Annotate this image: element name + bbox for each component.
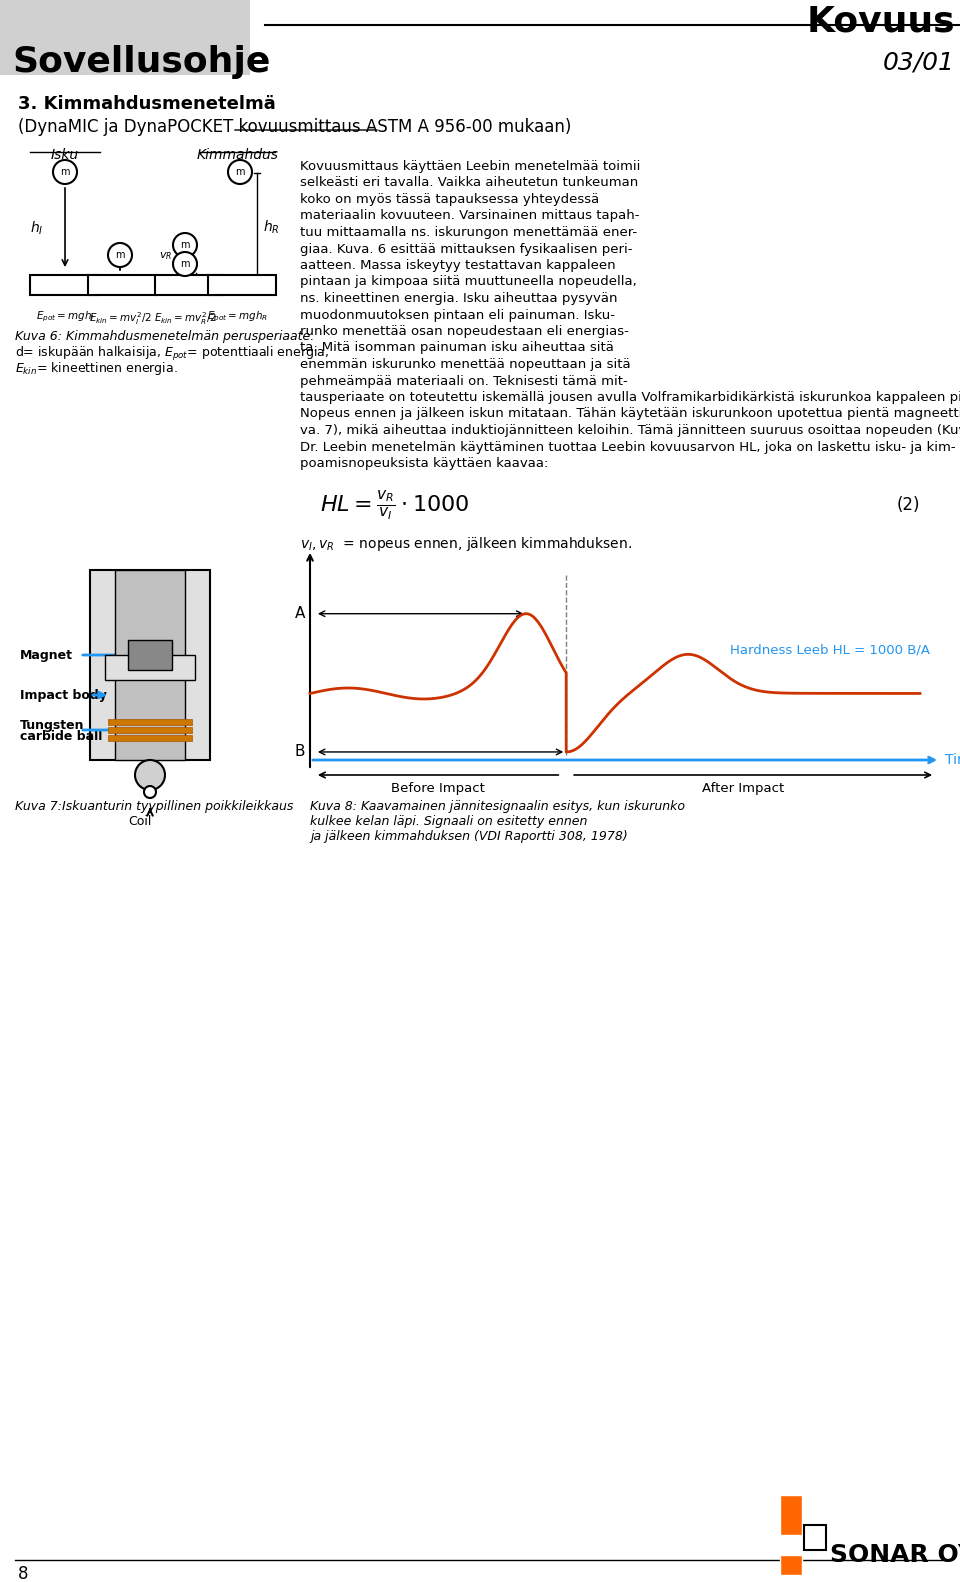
Text: ns. kineettinen energia. Isku aiheuttaa pysyvän: ns. kineettinen energia. Isku aiheuttaa … (300, 293, 617, 305)
Text: carbide ball: carbide ball (20, 731, 103, 744)
Text: d: d (198, 278, 206, 291)
Circle shape (173, 252, 197, 275)
Bar (30, 275, 100, 294)
Bar (108, 728, 192, 732)
Bar (90, 570, 210, 759)
Text: Kuva 7:Iskuanturin tyypillinen poikkileikkaus: Kuva 7:Iskuanturin tyypillinen poikkilei… (15, 800, 294, 813)
Text: m: m (180, 240, 190, 250)
Text: m: m (180, 259, 190, 269)
Text: Dr. Leebin menetelmän käyttäminen tuottaa Leebin kovuusarvon HL, joka on laskett: Dr. Leebin menetelmän käyttäminen tuotta… (300, 440, 955, 454)
Text: kulkee kelan läpi. Signaali on esitetty ennen: kulkee kelan läpi. Signaali on esitetty … (310, 815, 588, 827)
Bar (780, 1555, 802, 1576)
Bar (88, 275, 156, 294)
Text: SONAR OY: SONAR OY (830, 1542, 960, 1568)
Text: enemmän iskurunko menettää nopeuttaan ja sitä: enemmän iskurunko menettää nopeuttaan ja… (300, 358, 631, 372)
Bar (108, 736, 192, 740)
Text: Sovellusohje: Sovellusohje (12, 44, 271, 79)
Text: Magnet: Magnet (20, 649, 73, 661)
Circle shape (108, 244, 132, 267)
Bar (804, 1525, 826, 1550)
Text: poamisnopeuksista käyttäen kaavaa:: poamisnopeuksista käyttäen kaavaa: (300, 457, 548, 470)
Text: Kimmahdus: Kimmahdus (197, 149, 279, 161)
Text: $v_I$: $v_I$ (114, 278, 126, 291)
Bar (128, 641, 172, 671)
Bar (208, 275, 276, 294)
Text: Hardness Leeb HL = 1000 B/A: Hardness Leeb HL = 1000 B/A (730, 644, 930, 657)
Circle shape (173, 233, 197, 256)
Text: Kovuusmittaus käyttäen Leebin menetelmää toimii: Kovuusmittaus käyttäen Leebin menetelmää… (300, 160, 640, 172)
Text: $E_{kin}$= kineettinen energia.: $E_{kin}$= kineettinen energia. (15, 361, 178, 377)
Text: m: m (60, 168, 70, 177)
Circle shape (144, 786, 156, 797)
Text: m: m (235, 168, 245, 177)
Text: $E_{pot} = mgh_I$: $E_{pot} = mgh_I$ (36, 310, 94, 324)
Bar (115, 570, 185, 759)
Circle shape (228, 160, 252, 184)
Text: Isku: Isku (51, 149, 79, 161)
Text: $v_I, v_R$  = nopeus ennen, jälkeen kimmahduksen.: $v_I, v_R$ = nopeus ennen, jälkeen kimma… (300, 535, 632, 554)
Bar (155, 275, 223, 294)
Circle shape (53, 160, 77, 184)
Text: aatteen. Massa iskeytyy testattavan kappaleen: aatteen. Massa iskeytyy testattavan kapp… (300, 259, 615, 272)
Text: 8: 8 (18, 1565, 29, 1582)
Text: (2): (2) (897, 497, 920, 514)
Text: m: m (115, 250, 125, 259)
Bar (105, 655, 195, 680)
Text: Coil: Coil (129, 815, 152, 827)
Text: pintaan ja kimpoaa siitä muuttuneella nopeudella,: pintaan ja kimpoaa siitä muuttuneella no… (300, 275, 636, 288)
Text: After Impact: After Impact (702, 782, 784, 796)
Text: Time: Time (945, 753, 960, 767)
Text: $HL = \frac{v_R}{v_I} \cdot 1000$: $HL = \frac{v_R}{v_I} \cdot 1000$ (321, 487, 469, 522)
Text: (DynaMIC ja DynaPOCKET kovuusmittaus ASTM A 956-00 mukaan): (DynaMIC ja DynaPOCKET kovuusmittaus AST… (18, 119, 571, 136)
Text: muodonmuutoksen pintaan eli painuman. Isku-: muodonmuutoksen pintaan eli painuman. Is… (300, 308, 615, 321)
Text: $E_{kin} = mv_R^2/2$: $E_{kin} = mv_R^2/2$ (154, 310, 216, 327)
Circle shape (135, 759, 165, 789)
Text: $E_{pot} = mgh_R$: $E_{pot} = mgh_R$ (207, 310, 269, 324)
Text: pehmeämpää materiaali on. Teknisesti tämä mit-: pehmeämpää materiaali on. Teknisesti täm… (300, 375, 628, 388)
Text: Impact body: Impact body (20, 688, 107, 701)
Text: ja jälkeen kimmahduksen (VDI Raportti 308, 1978): ja jälkeen kimmahduksen (VDI Raportti 30… (310, 831, 628, 843)
Text: ta. Mitä isomman painuman isku aiheuttaa sitä: ta. Mitä isomman painuman isku aiheuttaa… (300, 342, 613, 354)
Text: koko on myös tässä tapauksessa yhteydessä: koko on myös tässä tapauksessa yhteydess… (300, 193, 599, 206)
Text: Tungsten: Tungsten (20, 718, 84, 731)
Text: selkeästi eri tavalla. Vaikka aiheutetun tunkeuman: selkeästi eri tavalla. Vaikka aiheutetun… (300, 177, 638, 190)
Text: va. 7), mikä aiheuttaa induktiojännitteen keloihin. Tämä jännitteen suuruus osoi: va. 7), mikä aiheuttaa induktiojännittee… (300, 424, 960, 437)
Bar (780, 1495, 802, 1535)
Text: runko menettää osan nopeudestaan eli energias-: runko menettää osan nopeudestaan eli ene… (300, 324, 629, 339)
Text: materiaalin kovuuteen. Varsinainen mittaus tapah-: materiaalin kovuuteen. Varsinainen mitta… (300, 209, 639, 223)
Text: $E_{kin} = mv_I^2/2$: $E_{kin} = mv_I^2/2$ (88, 310, 152, 327)
Text: 03/01: 03/01 (883, 51, 955, 74)
Text: giaa. Kuva. 6 esittää mittauksen fysikaalisen peri-: giaa. Kuva. 6 esittää mittauksen fysikaa… (300, 242, 633, 256)
Bar (108, 718, 192, 725)
Text: A: A (295, 606, 305, 622)
Text: Nopeus ennen ja jälkeen iskun mitataan. Tähän käytetään iskurunkoon upotettua pi: Nopeus ennen ja jälkeen iskun mitataan. … (300, 408, 960, 421)
Text: Before Impact: Before Impact (391, 782, 485, 796)
FancyBboxPatch shape (0, 0, 250, 74)
Text: Kuva 6: Kimmahdusmenetelmän perusperiaate.: Kuva 6: Kimmahdusmenetelmän perusperiaat… (15, 331, 314, 343)
Text: $h_R$: $h_R$ (263, 218, 279, 236)
Text: tausperiaate on toteutettu iskemällä jousen avulla Volframikarbidikärkistä iskur: tausperiaate on toteutettu iskemällä jou… (300, 391, 960, 403)
Text: tuu mittaamalla ns. iskurungon menettämää ener-: tuu mittaamalla ns. iskurungon menettämä… (300, 226, 637, 239)
Text: $h_I$: $h_I$ (30, 220, 43, 237)
Text: d= iskupään halkaisija, $E_{pot}$= potenttiaali energia,: d= iskupään halkaisija, $E_{pot}$= poten… (15, 345, 329, 362)
Text: B: B (295, 745, 305, 759)
Text: Kuva 8: Kaavamainen jännitesignaalin esitys, kun iskurunko: Kuva 8: Kaavamainen jännitesignaalin esi… (310, 800, 685, 813)
Text: $v_R$: $v_R$ (158, 250, 172, 263)
Text: Kovuus: Kovuus (806, 5, 955, 40)
Text: 3. Kimmahdusmenetelmä: 3. Kimmahdusmenetelmä (18, 95, 276, 112)
